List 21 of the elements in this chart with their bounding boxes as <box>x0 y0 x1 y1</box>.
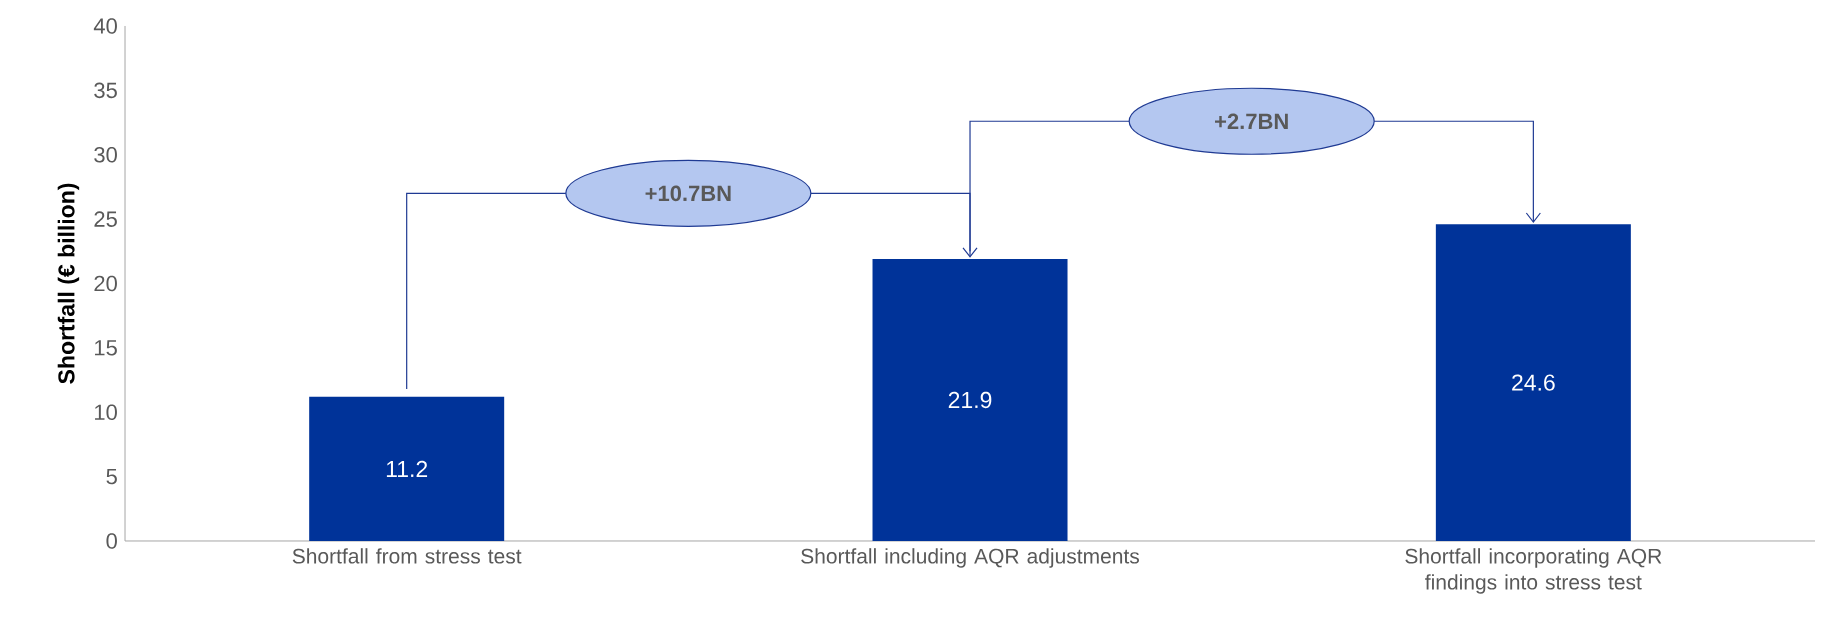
y-tick-label: 20 <box>94 275 117 292</box>
y-tick-label: 40 <box>93 18 117 34</box>
data-label: 11.2 <box>386 460 428 477</box>
y-tick-label: 0 <box>106 533 117 549</box>
y-tick-label: 5 <box>106 468 117 485</box>
x-tick-label: Shortfall including AQR adjustments <box>801 548 1140 568</box>
y-tick-label: 35 <box>94 82 117 99</box>
data-label: 24.6 <box>1512 374 1555 391</box>
annotation: +10.7BN <box>645 185 731 202</box>
bar <box>872 259 1068 541</box>
y-tick-label: 30 <box>94 146 117 163</box>
y-axis-title: Shortfall (€ billion) <box>57 183 80 384</box>
y-tick-label: 15 <box>95 340 117 356</box>
y-tick-label: 25 <box>94 211 117 227</box>
bar <box>309 396 505 541</box>
x-tick-label: Shortfall incorporating AQR findings into stress test <box>1405 548 1662 594</box>
x-tick-label: Shortfall from stress test <box>292 548 522 564</box>
annotation: +2.7BN <box>1215 113 1288 129</box>
y-tick-label: 10 <box>95 404 117 421</box>
data-label: 21.9 <box>948 391 992 409</box>
bar <box>1435 224 1631 541</box>
